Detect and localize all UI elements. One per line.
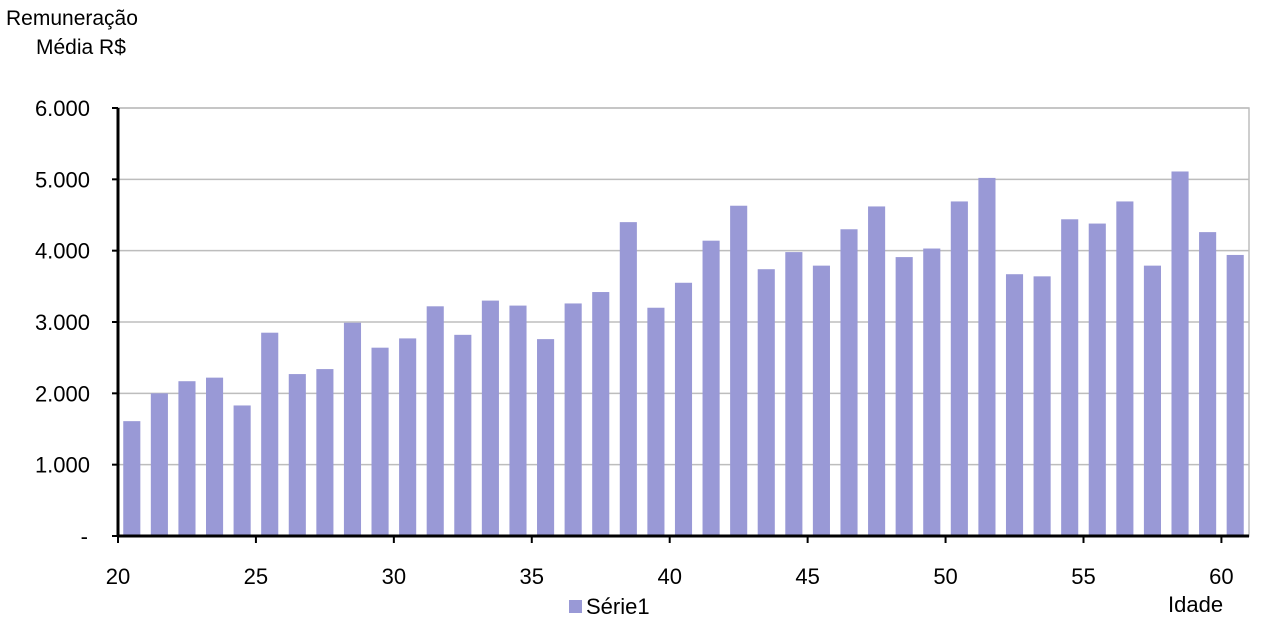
bar — [1005, 274, 1024, 536]
x-tick-label: 25 — [244, 564, 268, 589]
bar — [1088, 223, 1106, 536]
bar — [371, 347, 389, 536]
bar — [923, 248, 941, 536]
y-tick-label: 5.000 — [35, 167, 90, 192]
bar — [950, 201, 968, 537]
x-tick-label: 30 — [382, 564, 406, 589]
bar — [619, 222, 637, 536]
y-tick-label: 1.000 — [35, 453, 90, 478]
legend-label: Série1 — [586, 594, 650, 619]
bar — [757, 269, 775, 536]
bar — [343, 322, 362, 536]
bar — [1199, 232, 1217, 536]
bar — [537, 339, 555, 536]
y-axis-title-line2: Média R$ — [36, 36, 126, 59]
bar — [1226, 254, 1244, 537]
bar — [288, 374, 306, 536]
y-axis-title-line1: Remuneração — [6, 7, 138, 30]
bar — [1116, 201, 1134, 537]
bar — [840, 229, 858, 536]
bar — [1061, 219, 1079, 536]
bar — [592, 292, 610, 536]
y-axis-title: Remuneração Média R$ — [6, 4, 186, 62]
x-axis-title: Idade — [1168, 592, 1224, 617]
y-tick-label: 2.000 — [35, 381, 90, 406]
bar — [978, 177, 996, 536]
bar — [426, 306, 444, 536]
y-tick-label: - — [81, 524, 88, 549]
bar — [205, 377, 224, 536]
bar — [150, 393, 168, 536]
x-tick-label: 40 — [657, 564, 681, 589]
bar — [509, 305, 527, 536]
bar — [812, 265, 830, 536]
bar — [454, 334, 472, 536]
bar — [1033, 276, 1051, 536]
x-tick-label: 50 — [933, 564, 957, 589]
bar — [1143, 265, 1162, 536]
bar — [647, 307, 665, 536]
bar — [399, 338, 417, 536]
x-tick-label: 55 — [1071, 564, 1095, 589]
bar — [868, 206, 886, 536]
bar — [730, 205, 748, 536]
x-tick-label: 20 — [106, 564, 130, 589]
bar — [702, 240, 720, 536]
y-tick-label: 4.000 — [35, 239, 90, 264]
x-tick-label: 35 — [520, 564, 544, 589]
x-tick-label: 45 — [795, 564, 819, 589]
bar — [895, 257, 913, 536]
bar — [261, 332, 279, 536]
y-tick-label: 6.000 — [35, 96, 90, 121]
x-tick-label: 60 — [1209, 564, 1233, 589]
bar — [316, 369, 334, 536]
bar — [564, 303, 582, 536]
bar — [178, 381, 196, 536]
legend-swatch — [569, 600, 582, 613]
bar — [785, 252, 803, 537]
bar — [674, 282, 693, 536]
bar — [233, 405, 251, 536]
y-tick-label: 3.000 — [35, 310, 90, 335]
bar — [1171, 171, 1189, 536]
bar — [123, 421, 141, 536]
bar — [481, 300, 499, 536]
